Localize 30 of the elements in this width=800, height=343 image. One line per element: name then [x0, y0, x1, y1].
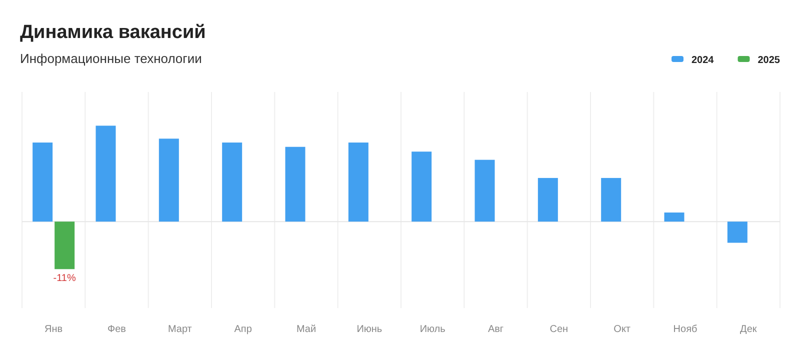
bar	[538, 178, 558, 222]
bar	[54, 222, 75, 270]
bar	[727, 222, 748, 243]
bar	[158, 138, 179, 222]
legend-label: 2025	[758, 55, 780, 66]
bar	[285, 146, 306, 222]
x-tick-label: Июль	[420, 324, 446, 336]
data-label: -11%	[53, 273, 76, 284]
bar	[222, 142, 242, 222]
x-tick-label: Окт	[614, 324, 631, 336]
x-tick-label: Фев	[108, 324, 126, 336]
chart-title: Динамика вакансий	[20, 22, 206, 43]
bar	[664, 212, 684, 222]
chart-subtitle: Информационные технологии	[20, 51, 202, 66]
bar	[96, 126, 116, 222]
legend-label: 2024	[692, 55, 714, 66]
bar	[412, 152, 432, 222]
x-tick-label: Март	[168, 324, 192, 336]
x-tick-label: Дек	[740, 324, 758, 336]
x-tick-label: Апр	[234, 324, 252, 336]
bar	[348, 142, 368, 222]
x-tick-label: Июнь	[356, 324, 382, 336]
x-tick-label: Авг	[488, 324, 504, 336]
bar	[601, 178, 622, 222]
bar	[32, 142, 53, 222]
x-tick-label: Нояб	[673, 324, 698, 336]
x-tick-label: Сен	[550, 324, 568, 336]
x-tick-label: Май	[296, 324, 316, 336]
x-tick-label: Янв	[44, 324, 63, 336]
bar	[474, 160, 495, 222]
